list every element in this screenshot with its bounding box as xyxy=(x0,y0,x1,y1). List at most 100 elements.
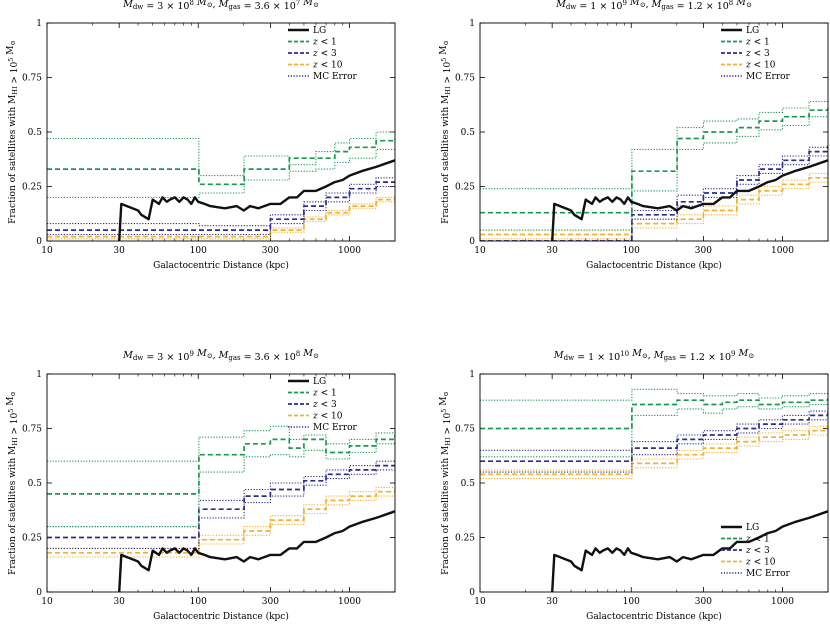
error-upper-line xyxy=(47,173,395,227)
y-tick-label: 0 xyxy=(469,588,475,598)
series-line xyxy=(47,435,395,495)
legend-label: z < 10 xyxy=(312,412,343,422)
x-tick-label: 30 xyxy=(546,597,558,607)
series-z-10 xyxy=(47,193,395,240)
plot-area xyxy=(47,129,395,241)
y-axis-label: Fraction of satellites with MHI > 105 M⊙ xyxy=(439,391,453,575)
error-lower-line xyxy=(47,147,395,198)
error-upper-line xyxy=(480,388,828,401)
y-tick-label: 0.5 xyxy=(28,479,43,489)
x-tick-label: 100 xyxy=(623,597,640,607)
lg-observed-line xyxy=(118,510,395,592)
y-tick-label: 0 xyxy=(36,588,42,598)
series-z-3 xyxy=(480,406,828,473)
y-tick-label: 0.75 xyxy=(455,74,475,84)
panel-title: Mdw = 1 × 1010 M⊙, Mgas = 1.2 × 109 M⊙ xyxy=(553,348,754,363)
x-tick-label: 10 xyxy=(41,597,53,607)
axes: 10 30 100 300 1000 0 0.25 0.5 0.75 1 xyxy=(22,370,396,607)
y-tick-label: 0.25 xyxy=(22,183,42,193)
series-line xyxy=(47,197,395,238)
y-tick-label: 1 xyxy=(469,370,475,380)
x-tick-label: 300 xyxy=(695,597,712,607)
y-tick-label: 0 xyxy=(469,237,475,247)
series-z-1 xyxy=(47,425,395,528)
legend-label: MC Error xyxy=(746,72,791,82)
legend-label: LG xyxy=(313,26,326,36)
legend-label: MC Error xyxy=(313,423,358,433)
x-tick-label: 30 xyxy=(546,246,558,256)
y-axis-label: Fraction of satellites with MHI > 105 M⊙ xyxy=(439,40,453,224)
panel-title: Mdw = 1 × 109 M⊙, Mgas = 1.2 × 108 M⊙ xyxy=(555,0,752,12)
error-upper-line xyxy=(47,193,395,236)
y-tick-label: 0.75 xyxy=(22,74,42,84)
series-z-10 xyxy=(47,485,395,558)
error-lower-line xyxy=(47,199,395,240)
x-tick-label: 300 xyxy=(262,597,279,607)
series-line xyxy=(480,411,828,463)
series-line xyxy=(480,398,828,430)
legend-label: MC Error xyxy=(746,569,791,579)
x-tick-label: 10 xyxy=(474,246,486,256)
x-tick-label: 1000 xyxy=(338,597,361,607)
series-z-10 xyxy=(480,169,828,240)
lg-observed-line xyxy=(118,159,395,241)
error-upper-line xyxy=(480,406,828,451)
legend-label: z < 1 xyxy=(312,38,337,48)
x-axis-label: Galactocentric Distance (kpc) xyxy=(153,260,289,271)
series-z-3 xyxy=(47,456,395,549)
legend-label: z < 10 xyxy=(745,61,776,71)
lg-observed-line xyxy=(551,159,828,241)
legend-label: LG xyxy=(746,26,759,36)
series-z-1 xyxy=(47,129,395,198)
x-tick-label: 100 xyxy=(190,597,207,607)
axes: 10 30 100 300 1000 0 0.25 0.5 0.75 1 xyxy=(22,19,396,256)
error-lower-line xyxy=(47,439,395,528)
axes-frame xyxy=(46,373,396,593)
legend-label: z < 3 xyxy=(745,546,770,556)
x-tick-label: 1000 xyxy=(338,246,361,256)
y-tick-label: 0.75 xyxy=(455,425,475,435)
legend-label: z < 3 xyxy=(312,400,337,410)
series-line xyxy=(480,105,828,214)
x-tick-label: 300 xyxy=(695,246,712,256)
x-tick-label: 10 xyxy=(41,246,53,256)
series-line xyxy=(480,173,828,236)
x-tick-label: 1000 xyxy=(771,246,794,256)
x-tick-label: 30 xyxy=(113,597,125,607)
plot-area xyxy=(47,425,395,592)
legend-label: z < 1 xyxy=(312,389,337,399)
x-tick-label: 300 xyxy=(262,246,279,256)
y-axis-label: Fraction of satellites with MHI > 105 M⊙ xyxy=(6,391,20,575)
legend-label: z < 10 xyxy=(312,61,343,71)
series-line xyxy=(480,145,828,241)
y-tick-label: 0 xyxy=(36,237,42,247)
x-axis-label: Galactocentric Distance (kpc) xyxy=(586,611,722,622)
error-upper-line xyxy=(480,169,828,231)
y-tick-label: 0.25 xyxy=(22,534,42,544)
plot-area xyxy=(480,99,828,241)
legend-label: z < 1 xyxy=(745,38,770,48)
series-line xyxy=(480,426,828,476)
axes: 10 30 100 300 1000 0 0.25 0.5 0.75 1 xyxy=(455,19,829,256)
series-line xyxy=(47,461,395,539)
legend-label: LG xyxy=(746,523,759,533)
panel-bottom-right: Mdw = 1 × 1010 M⊙, Mgas = 1.2 × 109 M⊙10… xyxy=(439,348,829,622)
x-axis-label: Galactocentric Distance (kpc) xyxy=(153,611,289,622)
series-z-1 xyxy=(480,99,828,231)
series-z-10 xyxy=(480,422,828,480)
y-tick-label: 1 xyxy=(36,19,42,29)
error-lower-line xyxy=(47,493,395,558)
panel-bottom-left: Mdw = 3 × 109 M⊙, Mgas = 3.6 × 108 M⊙10 3… xyxy=(6,348,396,622)
x-tick-label: 100 xyxy=(190,246,207,256)
legend-label: LG xyxy=(313,377,326,387)
x-axis-label: Galactocentric Distance (kpc) xyxy=(586,260,722,271)
x-tick-label: 10 xyxy=(474,597,486,607)
panel-top-right: Mdw = 1 × 109 M⊙, Mgas = 1.2 × 108 M⊙10 3… xyxy=(439,0,829,271)
y-tick-label: 0.25 xyxy=(455,183,475,193)
x-tick-label: 30 xyxy=(113,246,125,256)
y-tick-label: 1 xyxy=(469,19,475,29)
